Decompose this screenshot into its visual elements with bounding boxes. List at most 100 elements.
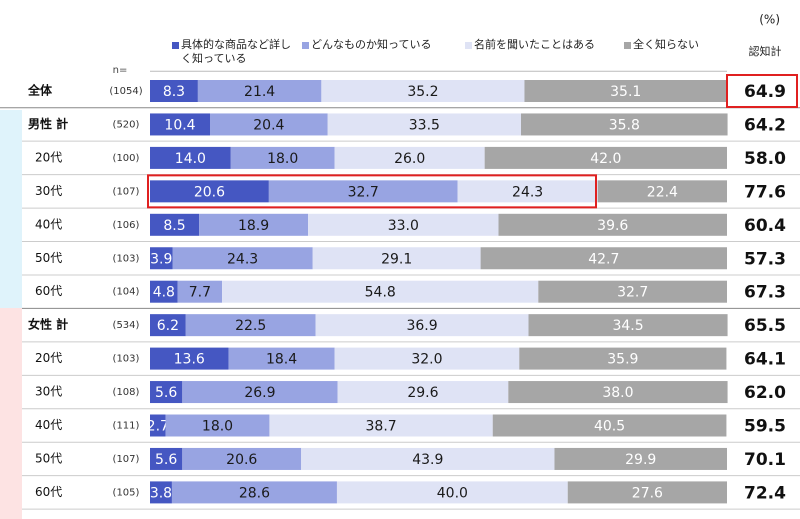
n-label: (103) bbox=[113, 253, 140, 264]
bar-segment bbox=[182, 381, 338, 404]
bar-segment bbox=[150, 414, 166, 437]
unit-label: (%) bbox=[759, 13, 780, 27]
value-label: 24.3 bbox=[512, 184, 543, 200]
value-label: 10.4 bbox=[164, 117, 195, 133]
bar-segment bbox=[567, 481, 727, 504]
bar-segment bbox=[210, 113, 328, 136]
value-label: 14.0 bbox=[175, 151, 206, 167]
bar-segment bbox=[484, 146, 727, 169]
bar-segment bbox=[150, 213, 200, 236]
value-label: 42.0 bbox=[590, 151, 621, 167]
legend-label: 全く知らない bbox=[633, 38, 699, 51]
value-label: 29.9 bbox=[625, 452, 656, 468]
legend-label: どんなものか知っている bbox=[311, 38, 432, 51]
n-label: (108) bbox=[113, 387, 140, 398]
value-label: 38.7 bbox=[366, 419, 397, 435]
bar-segment bbox=[321, 80, 525, 102]
bar-segment bbox=[150, 347, 229, 370]
n-label: (520) bbox=[113, 119, 140, 130]
total-label: 57.3 bbox=[744, 249, 786, 269]
value-label: 2.7 bbox=[147, 419, 169, 435]
bar-segment bbox=[597, 180, 727, 203]
total-label: 58.0 bbox=[744, 149, 786, 169]
n-label: (104) bbox=[113, 287, 140, 298]
total-label: 67.3 bbox=[744, 283, 786, 303]
bar-segment bbox=[269, 414, 493, 437]
bar-segment bbox=[312, 247, 481, 270]
n-label: (111) bbox=[113, 421, 140, 432]
female-band bbox=[0, 308, 22, 519]
value-label: 43.9 bbox=[412, 452, 443, 468]
n-label: (106) bbox=[113, 220, 140, 231]
bar-segment bbox=[222, 280, 539, 303]
value-label: 38.0 bbox=[602, 385, 633, 401]
value-label: 24.3 bbox=[227, 251, 258, 267]
n-prefix: n= bbox=[113, 65, 128, 76]
value-label: 32.0 bbox=[411, 352, 442, 368]
total-header: 認知計 bbox=[749, 44, 782, 58]
legend-label: 具体的な商品など詳しく知っている bbox=[181, 38, 291, 65]
value-label: 6.2 bbox=[157, 318, 179, 334]
legend-swatch bbox=[624, 42, 631, 49]
category-label: 20代 bbox=[35, 150, 62, 164]
n-label: (1054) bbox=[109, 86, 142, 97]
value-label: 35.2 bbox=[407, 84, 438, 100]
bar-segment bbox=[165, 414, 270, 437]
bar-segment bbox=[301, 447, 555, 470]
bar-segment bbox=[480, 247, 727, 270]
value-label: 29.6 bbox=[407, 385, 438, 401]
bar-segment bbox=[327, 113, 522, 136]
value-label: 8.5 bbox=[163, 218, 185, 234]
value-label: 4.8 bbox=[153, 285, 175, 301]
bar-segment bbox=[268, 180, 458, 203]
value-label: 20.4 bbox=[253, 117, 284, 133]
bar-segment bbox=[150, 481, 172, 504]
value-label: 36.9 bbox=[406, 318, 437, 334]
bar-segment bbox=[334, 347, 520, 370]
category-label: 50代 bbox=[35, 451, 62, 465]
bar-segment bbox=[492, 414, 727, 437]
bar-segment bbox=[150, 180, 269, 203]
bar-segment bbox=[177, 280, 223, 303]
category-label: 30代 bbox=[35, 184, 62, 198]
category-label: 男性 計 bbox=[28, 116, 68, 131]
value-label: 32.7 bbox=[617, 285, 648, 301]
value-label: 20.6 bbox=[194, 184, 225, 200]
bar-segment bbox=[185, 314, 316, 337]
total-label: 62.0 bbox=[744, 383, 786, 403]
value-label: 28.6 bbox=[239, 485, 270, 501]
value-label: 40.0 bbox=[437, 485, 468, 501]
category-label: 60代 bbox=[35, 284, 62, 298]
highlight-box bbox=[147, 174, 597, 209]
value-label: 5.6 bbox=[155, 385, 177, 401]
n-label: (103) bbox=[113, 354, 140, 365]
bar-segment bbox=[508, 381, 728, 404]
bar-segment bbox=[554, 447, 727, 470]
bar-segment bbox=[524, 80, 727, 102]
bar-segment bbox=[308, 213, 499, 236]
legend-swatch bbox=[172, 42, 179, 49]
bar-segment bbox=[519, 347, 727, 370]
value-label: 33.5 bbox=[409, 117, 440, 133]
value-label: 8.3 bbox=[163, 84, 185, 100]
bar-segment bbox=[199, 213, 309, 236]
bar-segment bbox=[457, 180, 598, 203]
total-label: 64.2 bbox=[744, 115, 786, 135]
bar-segment bbox=[538, 280, 727, 303]
bar-segment bbox=[521, 113, 728, 136]
total-label: 70.1 bbox=[744, 450, 786, 470]
value-label: 18.9 bbox=[238, 218, 269, 234]
bar-segment bbox=[150, 314, 186, 337]
n-label: (100) bbox=[113, 153, 140, 164]
legend-swatch bbox=[302, 42, 309, 49]
total-label: 65.5 bbox=[744, 316, 786, 336]
value-label: 5.6 bbox=[155, 452, 177, 468]
category-label: 40代 bbox=[35, 418, 62, 432]
n-label: (105) bbox=[113, 487, 140, 498]
highlight-box bbox=[726, 74, 798, 108]
value-label: 21.4 bbox=[244, 84, 275, 100]
bar-segment bbox=[336, 481, 568, 504]
category-label: 全体 bbox=[27, 83, 53, 98]
value-label: 39.6 bbox=[597, 218, 628, 234]
value-label: 32.7 bbox=[348, 184, 379, 200]
